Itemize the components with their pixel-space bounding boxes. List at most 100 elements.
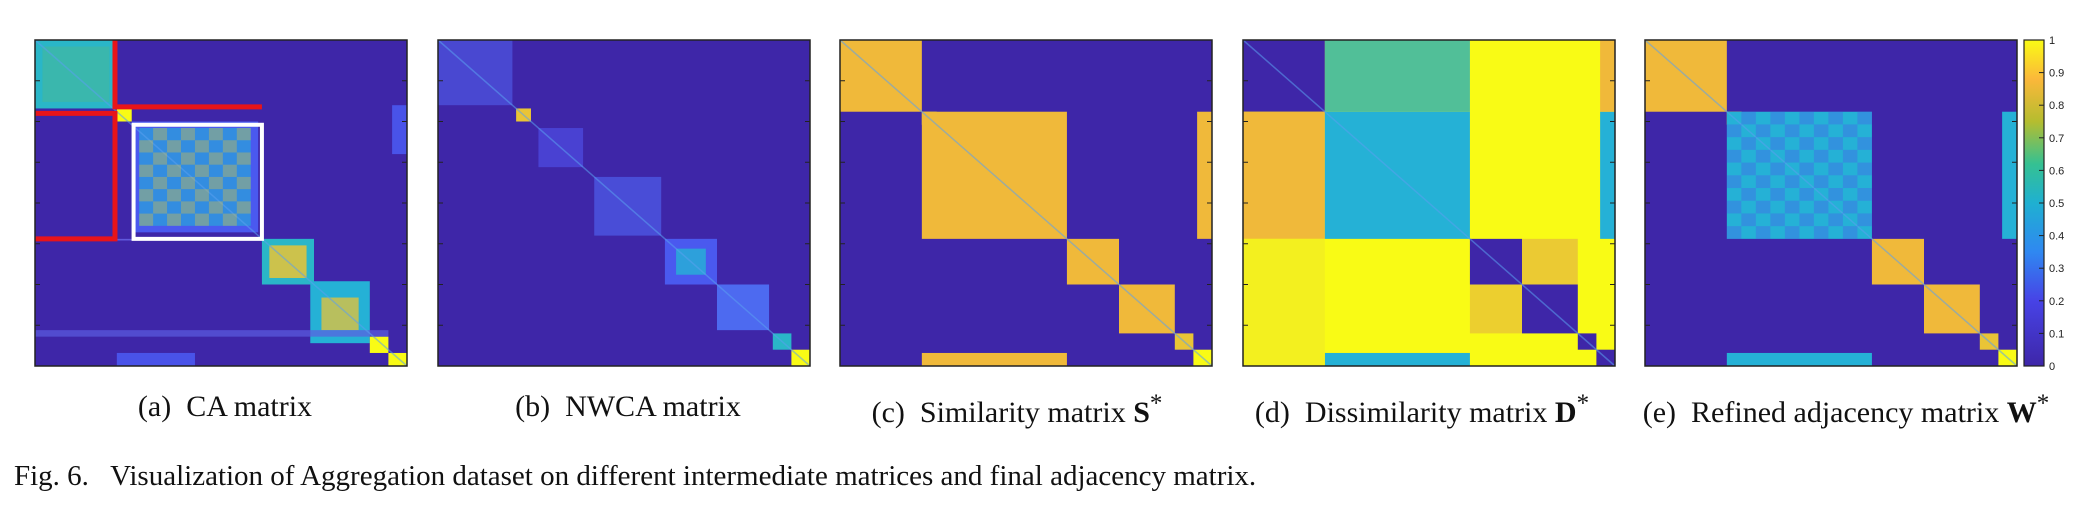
matrix-texture [1741,188,1756,201]
matrix-texture [1813,124,1829,138]
panel-similarity-matrix [839,39,1213,367]
matrix-texture [153,176,168,190]
red-highlight-box [35,110,118,242]
matrix-block [1600,111,1615,239]
matrix-diagonal [839,39,1213,367]
subcaption-d: (d) Dissimilarity matrix D* [1222,390,1622,430]
figure-number: Fig. 6. [14,460,89,492]
matrix-diagonal [1242,39,1616,367]
matrix-texture [139,140,154,153]
matrix-block [139,128,251,226]
matrix-texture [153,152,168,165]
matrix-block [1243,111,1325,239]
subcaption-sup: * [1576,390,1590,417]
matrix-texture [1770,213,1785,227]
matrix-texture [222,164,237,177]
matrix-texture [1741,137,1756,150]
matrix-texture [181,128,195,141]
colorbar-tick-label: 0.5 [2049,198,2064,210]
matrix-texture [1770,188,1785,201]
matrix-texture [1741,213,1756,227]
subcaption-b: (b) NWCA matrix [438,390,818,424]
matrix-texture [167,140,182,153]
panel-refined-adjacency-matrix [1644,39,2018,367]
matrix-block [2002,111,2017,239]
matrix-block [369,336,389,353]
matrix-block [921,352,1067,366]
matrix-texture [1755,226,1771,239]
matrix-texture [1857,162,1872,176]
matrix-texture [222,189,237,202]
matrix-block [116,108,132,122]
matrix-texture [194,140,209,153]
figure-caption-text: Visualization of Aggregation dataset on … [110,460,1257,492]
matrix-texture [208,201,223,214]
subcaption-symbol: D [1554,396,1577,429]
matrix-texture [1799,111,1814,125]
matrix-texture [139,164,154,177]
matrix-block [1726,352,1872,366]
matrix-texture [236,128,251,141]
matrix-texture [1842,149,1858,163]
matrix-texture [153,128,168,141]
colorbar-tick-label: 0.1 [2049,328,2064,340]
subcaption-label: (c) [871,396,905,429]
matrix-texture [1842,226,1858,239]
matrix-texture [1755,200,1771,214]
matrix-texture [1842,124,1858,138]
panel-ca-matrix [34,39,408,367]
matrix-texture [1770,162,1785,176]
subcaption-sup: * [2036,390,2050,417]
colorbar-tick-label: 1 [2049,35,2055,47]
matrix-texture [1726,226,1742,239]
matrix-texture [1741,111,1756,125]
panel-dissimilarity-matrix [1242,39,1616,367]
subcaption-label: (b) [515,390,551,423]
matrix-texture [1813,226,1829,239]
subcaption-label: (a) [137,390,172,423]
subcaption-label: (d) [1254,396,1290,429]
matrix-texture [1828,162,1843,176]
matrix-diagonal [437,39,811,367]
matrix-texture [139,189,154,202]
matrix-texture [181,152,195,165]
subcaption-label: (e) [1642,396,1677,429]
colorbar-tick-label: 0.9 [2049,68,2064,80]
matrix-texture [1842,200,1858,214]
matrix-texture [208,176,223,190]
matrix-block [321,297,359,331]
matrix-texture [236,176,251,190]
colorbar-tick-label: 0.2 [2049,296,2064,308]
matrix-texture [181,176,195,190]
matrix-texture [1755,149,1771,163]
matrix-texture [1842,175,1858,189]
matrix-texture [1726,175,1742,189]
matrix-block [1324,352,1470,366]
colorbar-tick-label: 0.6 [2049,165,2064,177]
matrix-texture [1857,111,1872,125]
matrix-texture [1828,111,1843,125]
matrix-texture [236,152,251,165]
matrix-texture [1726,200,1742,214]
matrix-block [35,330,389,337]
matrix-texture [1857,213,1872,227]
matrix-texture [1828,188,1843,201]
matrix-texture [194,213,209,226]
matrix-texture [208,128,223,141]
subcaption-title: CA matrix [186,390,313,423]
matrix-texture [1784,175,1800,189]
subcaption-e: (e) Refined adjacency matrix W* [1622,390,2070,430]
matrix-texture [1857,188,1872,201]
figure-caption: Fig. 6. Visualization of Aggregation dat… [14,460,1256,493]
matrix-texture [1784,149,1800,163]
subcaption-c: (c) Similarity matrix S* [822,390,1212,430]
matrix-texture [1726,124,1742,138]
subcaption-title: Dissimilarity matrix [1304,396,1548,429]
matrix-block [116,352,195,366]
matrix-texture [194,189,209,202]
subcaption-a: (a) CA matrix [35,390,415,424]
matrix-block [1324,40,1470,112]
matrix-texture [167,213,182,226]
matrix-texture [1755,175,1771,189]
